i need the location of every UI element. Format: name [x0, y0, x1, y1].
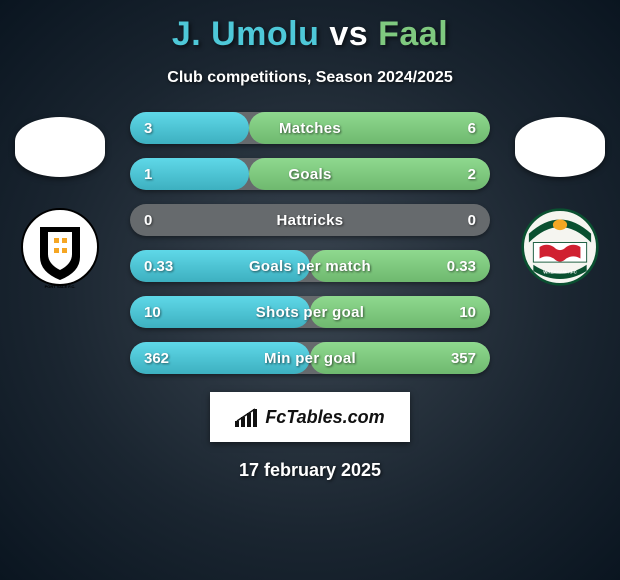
- vs-label: vs: [329, 15, 368, 53]
- player2-photo: [515, 117, 605, 177]
- port-vale-badge-icon: PORT VALE F.C.: [20, 202, 100, 292]
- svg-text:WREXHAM AFC: WREXHAM AFC: [543, 270, 577, 275]
- subtitle: Club competitions, Season 2024/2025: [167, 69, 452, 87]
- stats-column: 36Matches 12Goals 00Hattricks 0.330.33Goals…: [120, 112, 500, 374]
- stat-bar-shots-per-goal: 1010Shots per goal: [130, 296, 490, 328]
- fctables-logo-icon: [235, 407, 261, 427]
- page-title: J. Umolu vs Faal: [172, 15, 448, 54]
- stat-label: Matches: [130, 120, 490, 137]
- stat-bar-goals-per-match: 0.330.33Goals per match: [130, 250, 490, 282]
- content-row: PORT VALE F.C. 36Matches 12Goals 00Hattric…: [0, 112, 620, 374]
- player1-club-badge: PORT VALE F.C.: [20, 202, 100, 292]
- right-column: WREXHAM AFC: [500, 112, 620, 292]
- stat-bar-goals: 12Goals: [130, 158, 490, 190]
- stat-bar-min-per-goal: 362357Min per goal: [130, 342, 490, 374]
- player2-club-badge: WREXHAM AFC: [520, 202, 600, 292]
- brand-text: FcTables.com: [265, 407, 384, 428]
- stat-label: Shots per goal: [130, 304, 490, 321]
- stat-bar-hattricks: 00Hattricks: [130, 204, 490, 236]
- player1-name: J. Umolu: [172, 15, 320, 53]
- brand-badge[interactable]: FcTables.com: [210, 392, 410, 442]
- comparison-card: J. Umolu vs Faal Club competitions, Seas…: [0, 0, 620, 491]
- stat-bar-matches: 36Matches: [130, 112, 490, 144]
- svg-text:PORT VALE F.C.: PORT VALE F.C.: [45, 284, 76, 289]
- player2-name: Faal: [378, 15, 448, 53]
- stat-label: Min per goal: [130, 350, 490, 367]
- left-column: PORT VALE F.C.: [0, 112, 120, 292]
- stat-label: Goals: [130, 166, 490, 183]
- player1-photo: [15, 117, 105, 177]
- stat-label: Hattricks: [130, 212, 490, 229]
- stat-label: Goals per match: [130, 258, 490, 275]
- wrexham-badge-icon: WREXHAM AFC: [520, 207, 600, 287]
- date-label: 17 february 2025: [239, 460, 381, 481]
